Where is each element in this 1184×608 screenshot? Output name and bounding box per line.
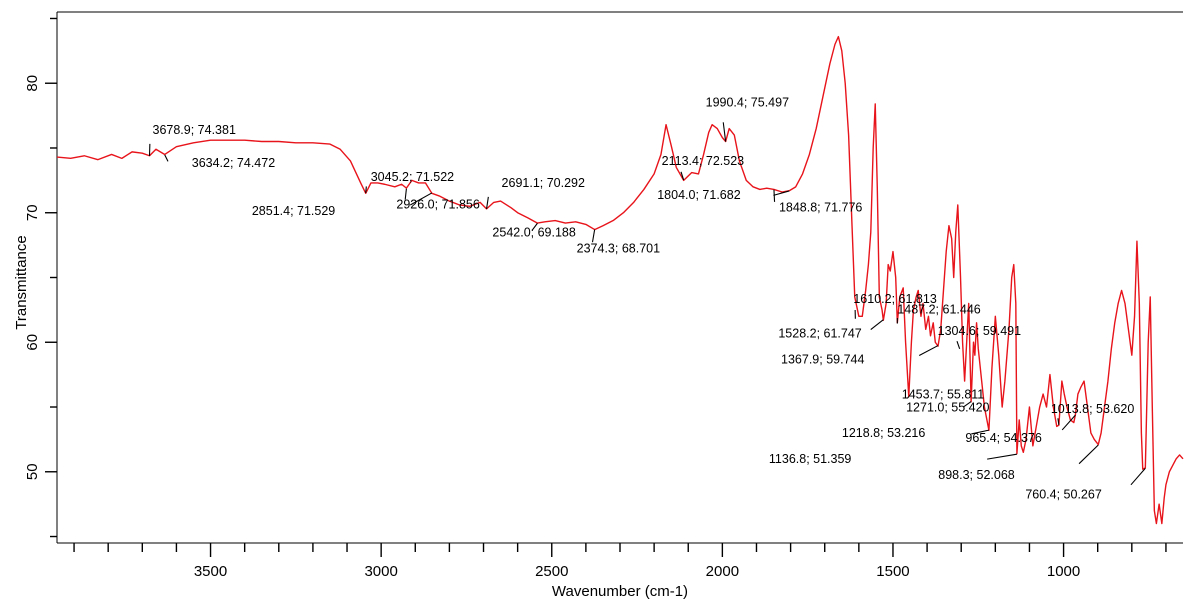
x-axis-title: Wavenumber (cm-1) (552, 583, 688, 600)
x-tick-label: 2000 (706, 563, 739, 580)
peak-label: 1487.2; 61.446 (897, 303, 980, 317)
peak-leader-line (987, 454, 1017, 459)
series (57, 37, 1183, 524)
peak-label: 898.3; 52.068 (938, 468, 1015, 482)
peak-leader-line (592, 230, 594, 243)
peak-label: 1136.8; 51.359 (769, 452, 852, 466)
peak-label: 1528.2; 61.747 (778, 327, 861, 341)
peak-leader-line (1079, 445, 1098, 464)
peak-label: 1848.8; 71.776 (779, 201, 862, 215)
y-tick-label: 60 (24, 334, 41, 351)
x-tick-label: 2500 (535, 563, 568, 580)
peak-label: 2926.0; 71.856 (396, 198, 479, 212)
peak-label: 1013.8; 53.620 (1051, 402, 1134, 416)
x-tick-label: 1500 (876, 563, 909, 580)
peak-leader-line (366, 186, 367, 193)
peak-leader-line (871, 320, 884, 330)
peak-label: 1304.6; 59.491 (938, 324, 1021, 338)
peak-label: 3045.2; 71.522 (371, 170, 454, 184)
x-tick-label: 1000 (1047, 563, 1080, 580)
peak-label: 1804.0; 71.682 (657, 188, 740, 202)
peak-label: 760.4; 50.267 (1025, 487, 1102, 501)
x-tick-label: 3500 (194, 563, 227, 580)
peak-label: 1453.7; 55.811 (902, 388, 985, 402)
peak-leader-line (957, 341, 960, 349)
peak-leader-line (774, 190, 775, 202)
peak-label: 3634.2; 74.472 (192, 156, 275, 170)
y-tick-label: 50 (24, 463, 41, 480)
y-tick-label: 80 (24, 75, 41, 92)
ticks: 3500 3000 2500 2000 1500 1000 50 60 70 80 (24, 18, 1166, 580)
peak-label: 2113.4; 72.523 (662, 154, 745, 168)
peak-leader-line (1131, 468, 1145, 485)
peak-label: 965.4; 54.376 (965, 431, 1042, 445)
peak-label: 1990.4; 75.497 (706, 96, 789, 110)
peak-label: 3678.9; 74.381 (153, 123, 236, 137)
y-tick-label: 70 (24, 204, 41, 221)
peak-labels: 3678.9; 74.381 3634.2; 74.472 3045.2; 71.5… (150, 96, 1146, 502)
y-axis-title: Transmittance (13, 235, 30, 329)
x-tick-label: 3000 (364, 563, 397, 580)
peak-label: 1367.9; 59.744 (781, 353, 864, 367)
peak-leader-line (165, 155, 168, 162)
peak-label: 2691.1; 70.292 (502, 176, 585, 190)
peak-label: 1218.8; 53.216 (842, 426, 925, 440)
peak-label: 2542.0; 69.188 (492, 225, 575, 239)
peak-leader-line (919, 346, 938, 356)
peak-label: 1271.0; 55.420 (906, 401, 989, 415)
peak-label: 2851.4; 71.529 (252, 204, 335, 218)
spectrum-line (57, 37, 1183, 524)
peak-label: 2374.3; 68.701 (577, 242, 660, 256)
